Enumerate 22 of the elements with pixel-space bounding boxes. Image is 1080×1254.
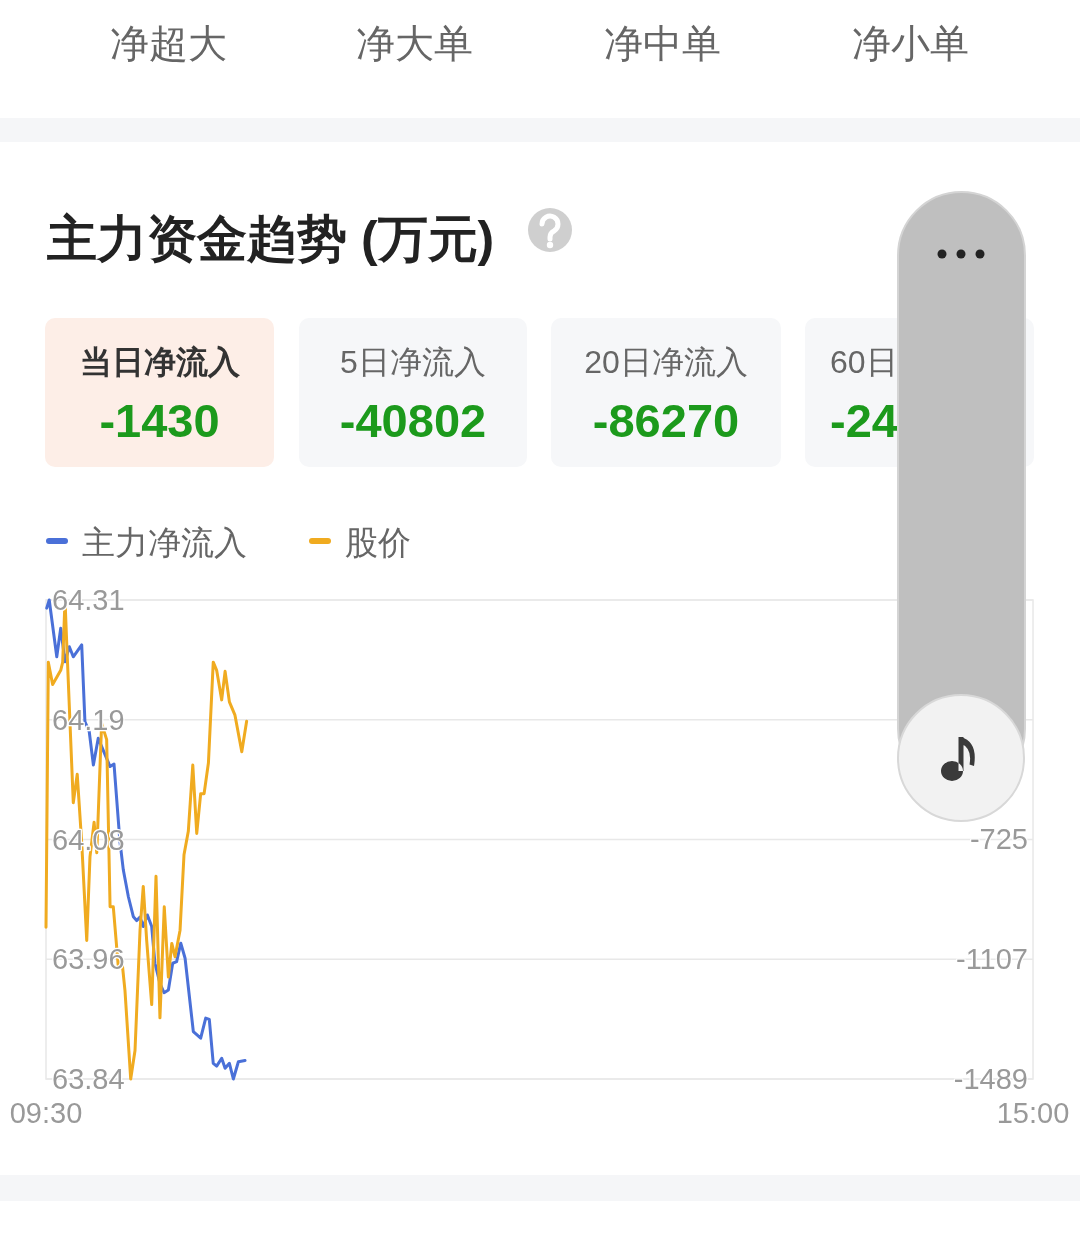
text: 净小单: [851, 22, 969, 65]
x-tick-label: 15:00: [996, 1097, 1070, 1129]
text: -24: [830, 394, 898, 447]
y2-tick-label: -725: [969, 823, 1028, 856]
text: 净中单: [603, 22, 721, 65]
text: 60日: [830, 344, 898, 380]
y2-tick-label: -1489: [953, 1063, 1028, 1095]
chart-title: 主力资金趋势 (万元): [46, 211, 495, 267]
x-tick-label: 09:30: [9, 1097, 83, 1129]
text: 净大单: [355, 22, 473, 65]
y-tick-label: 64.31: [52, 584, 125, 616]
text: -40802: [339, 394, 487, 447]
y2-tick-label: -1107: [955, 943, 1028, 976]
y-tick-label: 63.84: [52, 1063, 125, 1095]
text: 当日净流入: [79, 344, 241, 380]
text: 20日净流入: [584, 344, 748, 380]
text: 5日净流入: [340, 344, 486, 380]
text: -86270: [592, 394, 740, 447]
text: 净超大: [109, 22, 227, 65]
legend-label: 主力净流入: [82, 524, 247, 561]
text: -1430: [99, 394, 220, 447]
legend-label: 股价: [345, 524, 411, 561]
